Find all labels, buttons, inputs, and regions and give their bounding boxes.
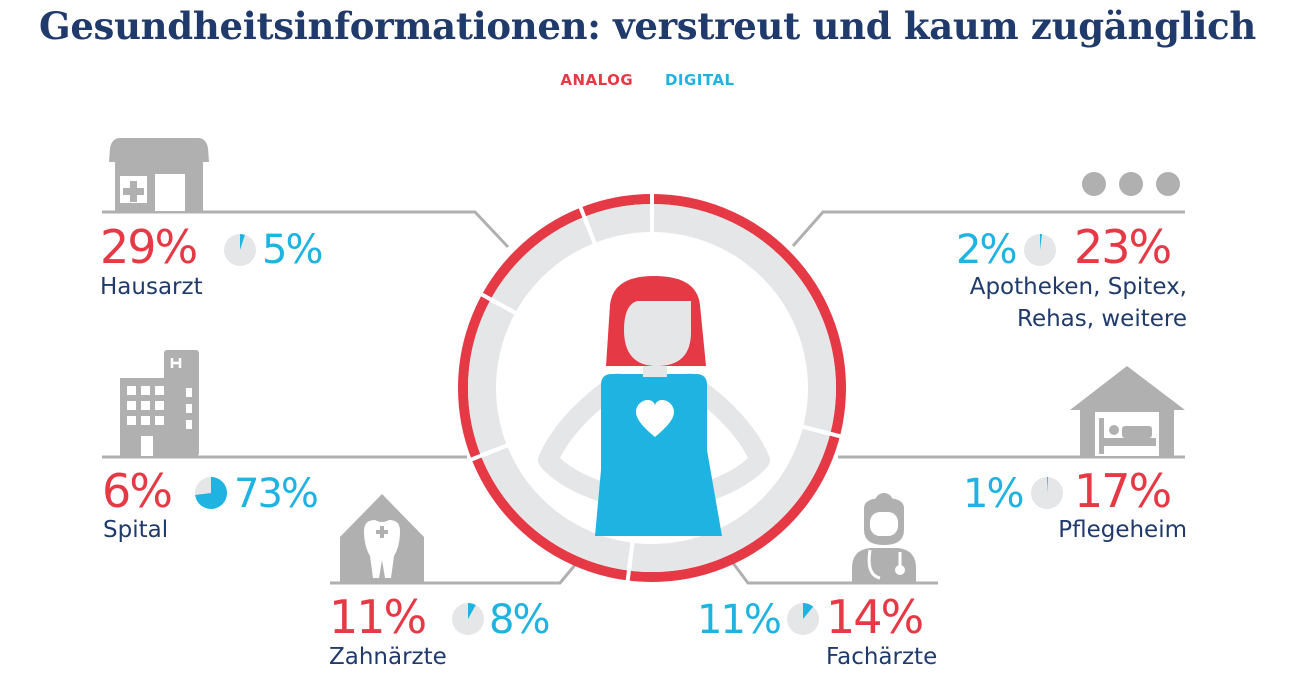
pflegeheim-label: Pflegeheim [1058, 517, 1187, 543]
ring-separator [625, 540, 635, 583]
legend-digital: DIGITAL [664, 71, 735, 89]
apotheken-analog-value: 23% [1074, 220, 1172, 274]
fachaerzte-analog-value: 14% [826, 590, 924, 644]
connector-lines [102, 210, 1185, 585]
hausarzt-analog-value: 29% [100, 220, 198, 274]
pflegeheim-digital-pie-slice [1047, 477, 1049, 493]
hausarzt-digital-value: 5% [262, 227, 323, 273]
nursing-home-icon [1070, 366, 1185, 456]
hospital-icon [120, 350, 199, 456]
digital-pies [195, 234, 1063, 635]
analog-ring [458, 192, 846, 583]
apotheken-label-line1: Apotheken, Spitex, [969, 274, 1187, 300]
ring-segment [631, 428, 830, 572]
fachaerzte-digital-pie-slice [803, 603, 814, 619]
apotheken-digital-value: 2% [956, 227, 1017, 273]
zahnaerzte-digital-value: 8% [489, 597, 550, 643]
fachaerzte-label: Fachärzte [826, 644, 938, 670]
ring-segment [481, 447, 631, 571]
zahnaerzte-digital-pie-slice [468, 602, 476, 619]
hausarzt-digital-pie-slice [240, 234, 245, 250]
hausarzt-label: Hausarzt [100, 274, 203, 300]
ring-separator [800, 424, 843, 439]
connector-apotheken [791, 210, 1185, 247]
page-title: Gesundheitsinformationen: verstreut und … [39, 4, 1256, 48]
legend: ANALOG DIGITAL [0, 71, 1295, 89]
specialist-doctor-icon [852, 493, 916, 582]
ring-separator [469, 442, 510, 463]
connector-fachaerzte [731, 562, 938, 585]
legend-analog: ANALOG [560, 71, 634, 89]
apotheken-digital-pie-slice [1040, 234, 1043, 250]
fachaerzte-digital-value: 11% [697, 597, 782, 643]
spital-analog-value: 6% [102, 464, 173, 518]
spital-digital-value: 73% [234, 471, 319, 517]
ring-segment [491, 217, 593, 312]
woman-figure-icon [538, 276, 770, 536]
ring-separator [577, 205, 598, 246]
pflegeheim-digital-value: 1% [963, 471, 1024, 517]
pflegeheim-analog-value: 17% [1074, 464, 1172, 518]
more-dots-icon [1082, 172, 1180, 196]
dentist-icon [340, 494, 424, 582]
ring-segment [586, 204, 651, 243]
ring-separator [479, 291, 519, 316]
ring-segment [467, 301, 515, 454]
apotheken-label-line2: Rehas, weitere [1017, 306, 1187, 332]
zahnaerzte-label: Zahnärzte [329, 644, 447, 670]
ring-segment [653, 204, 836, 432]
zahnaerzte-analog-value: 11% [329, 590, 427, 644]
clinic-icon [109, 138, 209, 211]
spital-label: Spital [103, 517, 169, 543]
connector-hausarzt [102, 210, 510, 249]
spital-digital-pie-slice [195, 477, 227, 509]
connector-zahnaerzte [330, 564, 577, 585]
